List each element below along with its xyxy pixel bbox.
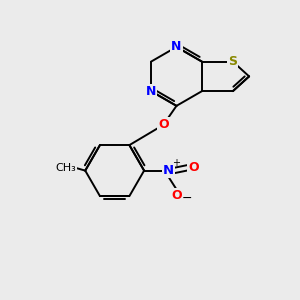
- Text: N: N: [163, 164, 174, 177]
- Text: O: O: [188, 161, 199, 174]
- Text: N: N: [171, 40, 182, 53]
- Text: N: N: [146, 85, 156, 98]
- Text: CH₃: CH₃: [56, 163, 76, 173]
- Text: +: +: [172, 158, 180, 168]
- Text: S: S: [228, 55, 237, 68]
- Text: O: O: [158, 118, 169, 131]
- Text: O: O: [172, 189, 182, 202]
- Text: −: −: [182, 192, 193, 205]
